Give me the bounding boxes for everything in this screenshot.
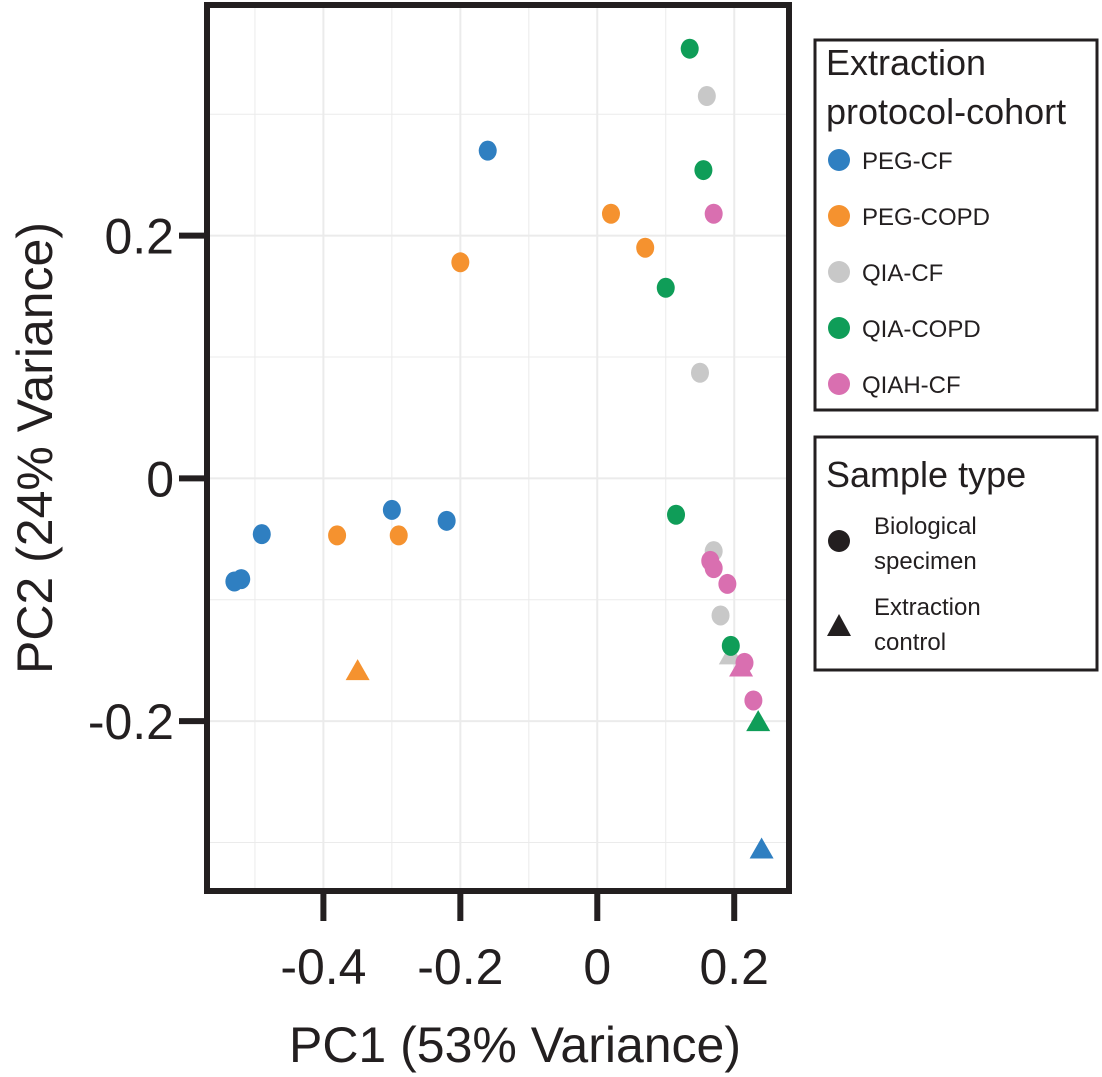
point-peg-cf — [252, 524, 271, 545]
x-tick-label: -0.4 — [280, 939, 366, 995]
point-peg-copd — [451, 252, 470, 273]
point-qia-copd — [656, 277, 675, 298]
legend-extraction-control-line2: control — [874, 629, 946, 656]
y-tick-label: -0.2 — [88, 694, 174, 750]
legend-swatch-qia-copd — [828, 317, 850, 339]
point-qia-copd — [680, 38, 699, 59]
point-peg-copd-control — [345, 659, 370, 681]
legend-circle-icon — [828, 530, 850, 552]
point-peg-cf — [225, 571, 244, 592]
point-qiah-cf — [704, 203, 723, 224]
point-qiah-cf — [718, 573, 737, 594]
legend-sample-type: Sample type Biological specimen Extracti… — [813, 435, 1099, 672]
legend-swatch-qia-cf — [828, 261, 850, 283]
x-tick-label: 0.2 — [699, 939, 769, 995]
legend-swatch-peg-cf — [828, 149, 850, 171]
point-peg-cf — [437, 510, 456, 531]
legend-protocol-cohort-title-line2: protocol-cohort — [826, 91, 1066, 132]
legend-protocol-cohort-items: PEG-CF PEG-COPD QIA-CF QIA-COPD QIAH-CF — [828, 148, 990, 399]
legend-biological-line1: Biological — [874, 513, 977, 540]
point-qia-copd — [721, 635, 740, 656]
plot-frame — [204, 2, 792, 894]
point-qiah-cf — [704, 558, 723, 579]
point-qia-copd — [694, 160, 713, 181]
point-qia-cf — [697, 86, 716, 107]
legend-extraction-control-line1: Extraction — [874, 594, 981, 621]
x-tick-label: 0 — [583, 939, 611, 995]
y-axis-title: PC2 (24% Variance) — [7, 222, 63, 674]
point-qia-cf — [690, 362, 709, 383]
point-peg-copd — [389, 525, 408, 546]
x-tick-label: -0.2 — [417, 939, 503, 995]
legend-protocol-cohort: Extraction protocol-cohort PEG-CF PEG-COP… — [813, 38, 1099, 412]
legend-biological-line2: specimen — [874, 548, 977, 575]
legend-swatch-qiah-cf — [828, 373, 850, 395]
legend-protocol-cohort-frame — [813, 38, 1099, 412]
gridlines — [207, 5, 789, 891]
point-peg-cf-control — [749, 837, 774, 859]
axis-ticks: -0.4 -0.2 0 0.2 -0.2 0 0.2 — [88, 209, 769, 995]
legend-label-qia-copd: QIA-COPD — [862, 316, 981, 343]
point-peg-copd — [636, 237, 655, 258]
point-peg-copd — [328, 525, 347, 546]
legend-protocol-cohort-title-line1: Extraction — [826, 42, 986, 83]
legend-label-peg-copd: PEG-COPD — [862, 204, 990, 231]
point-peg-cf — [478, 140, 497, 161]
point-qia-cf — [711, 605, 730, 626]
point-qia-copd — [667, 504, 686, 525]
y-tick-label: 0.2 — [104, 209, 174, 265]
point-qiah-cf-control — [729, 655, 754, 677]
point-qiah-cf — [744, 690, 763, 711]
point-peg-cf — [382, 499, 401, 520]
legend-label-qia-cf: QIA-CF — [862, 260, 943, 287]
data-points — [225, 38, 774, 859]
legend-swatch-peg-copd — [828, 205, 850, 227]
legend-triangle-icon — [827, 614, 851, 636]
legend-label-peg-cf: PEG-CF — [862, 148, 953, 175]
x-axis-title: PC1 (53% Variance) — [289, 1017, 741, 1073]
legend-label-qiah-cf: QIAH-CF — [862, 372, 961, 399]
y-tick-label: 0 — [146, 451, 174, 507]
legend-sample-type-title: Sample type — [826, 454, 1026, 495]
point-peg-copd — [601, 203, 620, 224]
point-qia-copd-control — [746, 710, 771, 732]
legend-sample-type-frame — [813, 435, 1099, 672]
